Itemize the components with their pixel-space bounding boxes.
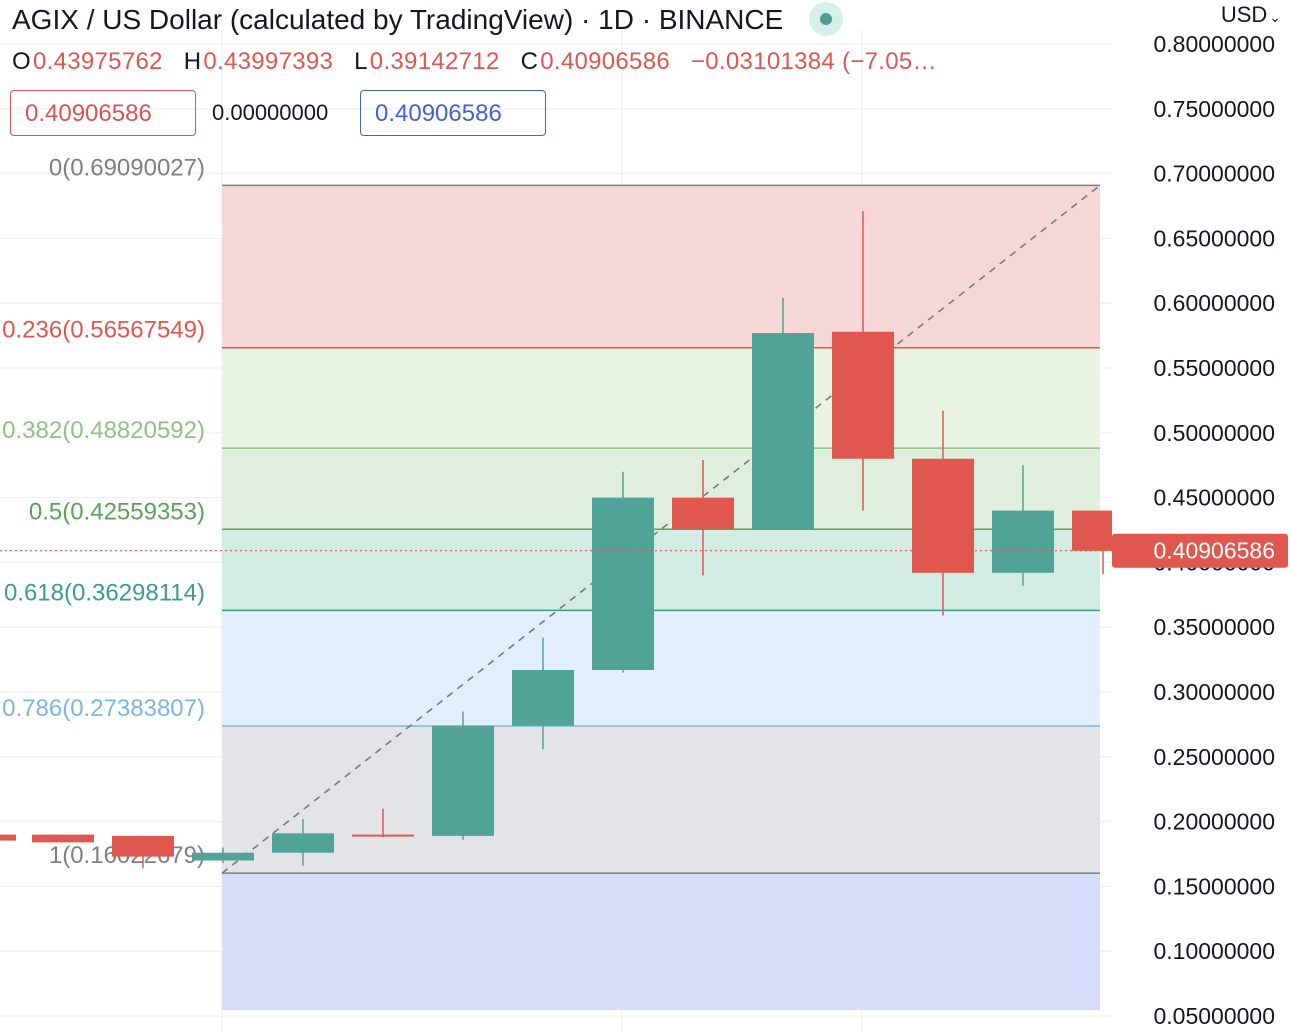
- price-tick-label: 0.65000000: [1153, 225, 1275, 251]
- close-value: 0.40906586: [540, 48, 670, 75]
- price-tick-label: 0.60000000: [1153, 290, 1275, 316]
- candle-body[interactable]: [0, 834, 16, 841]
- chart-header: AGIX / US Dollar (calculated by TradingV…: [12, 1, 844, 39]
- fib-trend-line[interactable]: [221, 184, 1101, 874]
- high-value: 0.43997393: [203, 48, 334, 75]
- fib-zone: [222, 185, 1100, 348]
- indicator-value-right[interactable]: 0.40906586: [360, 90, 546, 136]
- ohlc-legend: O0.43975762 H0.43997393 L0.39142712 C0.4…: [12, 48, 951, 76]
- candle-body[interactable]: [992, 510, 1054, 573]
- candle-body[interactable]: [32, 834, 94, 843]
- fib-level-label: 0.786(0.27383807): [2, 695, 205, 722]
- price-tick-label: 0.50000000: [1153, 420, 1275, 446]
- high-label: H: [183, 48, 202, 75]
- chevron-down-icon: ⌄: [1269, 9, 1281, 25]
- fib-level-label: 0.236(0.56567549): [2, 317, 205, 344]
- price-axis[interactable]: [1112, 0, 1291, 1032]
- price-tick-label: 0.20000000: [1153, 809, 1275, 835]
- indicator-value-middle: 0.00000000: [212, 100, 329, 125]
- candle-body[interactable]: [672, 497, 734, 529]
- fib-level-label: 0.618(0.36298114): [4, 579, 205, 606]
- indicator-value-left[interactable]: 0.40906586: [10, 90, 196, 136]
- low-label: L: [354, 48, 368, 75]
- fib-zone: [222, 610, 1100, 726]
- price-tick-label: 0.10000000: [1153, 938, 1275, 964]
- candle-body[interactable]: [592, 497, 654, 671]
- price-tick-label: 0.45000000: [1153, 485, 1275, 511]
- price-tick-label: 0.55000000: [1153, 355, 1275, 381]
- change-value: −0.03101384 (−7.05…: [690, 48, 937, 75]
- candle-body[interactable]: [272, 833, 334, 853]
- open-label: O: [12, 48, 31, 75]
- price-tick-label: 0.80000000: [1153, 31, 1275, 57]
- price-tick-label: 0.15000000: [1153, 873, 1275, 899]
- fib-zone: [222, 873, 1100, 1010]
- symbol-title[interactable]: AGIX / US Dollar (calculated by TradingV…: [12, 4, 784, 35]
- candle-body[interactable]: [832, 331, 894, 459]
- fib-zone: [222, 725, 1100, 874]
- fib-level-label: 0(0.69090027): [49, 154, 205, 181]
- price-tick-label: 0.35000000: [1153, 614, 1275, 640]
- close-label: C: [520, 48, 539, 75]
- market-status-icon: [809, 1, 844, 36]
- fib-level-label: 0.382(0.48820592): [2, 417, 205, 444]
- price-tick-label: 0.70000000: [1153, 161, 1275, 187]
- last-price-label: 0.40906586: [1153, 538, 1275, 564]
- candle-body[interactable]: [432, 725, 494, 836]
- candle-body[interactable]: [912, 458, 974, 573]
- fib-level-label: 0.5(0.42559353): [29, 498, 205, 525]
- price-tick-label: 0.25000000: [1153, 744, 1275, 770]
- last-price-badge: [1112, 533, 1288, 568]
- currency-label: USD: [1220, 2, 1268, 27]
- fib-zone: [222, 347, 1100, 449]
- low-value: 0.39142712: [369, 48, 500, 75]
- candle-body[interactable]: [192, 852, 254, 861]
- price-tick-label: 0.05000000: [1153, 1003, 1275, 1029]
- price-tick-label: 0.75000000: [1153, 96, 1275, 122]
- open-value: 0.43975762: [32, 48, 163, 75]
- candle-body[interactable]: [752, 333, 814, 529]
- currency-selector[interactable]: USD ⌄: [1221, 2, 1281, 28]
- candle-body[interactable]: [352, 834, 414, 837]
- candle-body[interactable]: [112, 835, 174, 857]
- price-tick-label: 0.30000000: [1153, 679, 1275, 705]
- candle-body[interactable]: [512, 670, 574, 726]
